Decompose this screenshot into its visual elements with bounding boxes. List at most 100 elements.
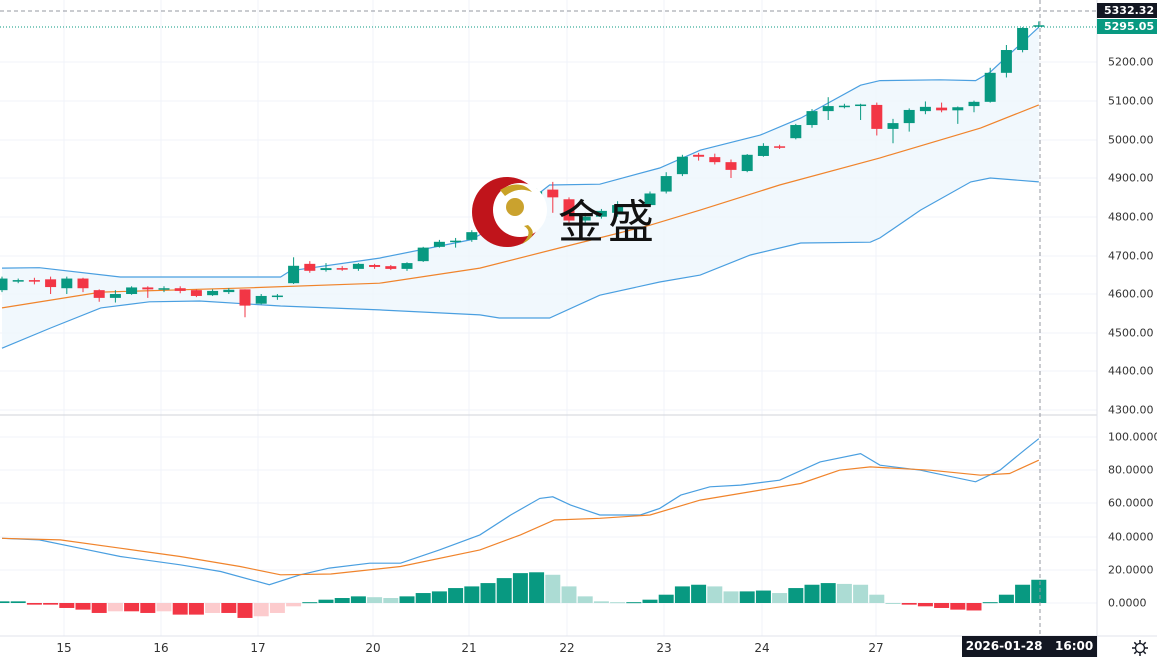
histogram-bar <box>1015 584 1031 603</box>
candle-body <box>984 72 996 102</box>
histogram-bar <box>237 603 253 618</box>
histogram-bar <box>350 596 366 603</box>
candle-body <box>28 280 40 282</box>
candle <box>855 103 867 121</box>
histogram-bar <box>140 603 156 613</box>
histogram-bar <box>836 583 852 603</box>
candle <box>0 276 8 293</box>
histogram-bar <box>739 591 755 603</box>
date-label: 20 <box>365 641 381 655</box>
price-label: 4800.00 <box>1108 210 1154 224</box>
candle <box>77 277 89 293</box>
bollinger-band-fill <box>2 27 1039 349</box>
candle <box>45 276 57 295</box>
date-label: 16 <box>153 641 169 655</box>
candle <box>984 67 996 103</box>
histogram-bar <box>205 603 221 613</box>
candle-body <box>126 287 138 295</box>
candle-body <box>838 105 850 108</box>
histogram-bar <box>658 594 674 603</box>
candle-body <box>806 111 818 126</box>
candle <box>304 261 316 273</box>
candle <box>93 289 105 302</box>
candle-body <box>142 287 154 290</box>
price-label: 4600.00 <box>1108 287 1154 301</box>
crosshair-date: 2026-01-28 <box>965 639 1043 653</box>
candle <box>547 181 559 213</box>
price-label: 4700.00 <box>1108 249 1154 263</box>
candle-body <box>255 295 267 304</box>
histogram-bar <box>917 603 933 607</box>
histogram-bar <box>820 583 836 603</box>
histogram-bar <box>448 588 464 603</box>
candle-body <box>77 278 89 289</box>
candle <box>450 237 462 248</box>
candle-body <box>871 104 883 129</box>
histogram-bar <box>707 586 723 603</box>
histogram-bar <box>593 601 609 603</box>
candle <box>968 100 980 113</box>
grid <box>0 0 1097 636</box>
candle-body <box>158 288 170 290</box>
candle-body <box>12 280 24 282</box>
candle-body <box>417 247 429 262</box>
histogram-bar <box>367 597 383 603</box>
dea-line <box>1 459 1040 576</box>
candle-body <box>822 106 834 112</box>
indicator-label: 60.0000 <box>1108 496 1154 510</box>
candle <box>255 294 267 305</box>
candle-body <box>563 199 575 221</box>
candle <box>952 106 964 124</box>
candle <box>336 266 348 271</box>
candle <box>936 102 948 113</box>
candle-body <box>174 288 186 291</box>
candle <box>417 246 429 262</box>
histogram-bar <box>950 603 966 610</box>
crosshair-time: 16:00 <box>1055 639 1094 653</box>
histogram-bar <box>869 594 885 603</box>
candle <box>741 154 753 173</box>
histogram-bar <box>1031 579 1047 603</box>
candle-body <box>757 145 769 156</box>
candle-body <box>401 263 413 269</box>
gear-icon[interactable] <box>1131 639 1149 657</box>
candle <box>693 152 705 161</box>
candle <box>806 109 818 128</box>
candle-body <box>450 240 462 243</box>
candle <box>207 289 219 296</box>
candle <box>12 278 24 284</box>
candle-body <box>352 263 364 269</box>
candle-body <box>644 193 656 206</box>
crosshair-price-tag: 5332.32 <box>1097 3 1157 18</box>
candle-body <box>693 154 705 157</box>
bollinger-lower-line <box>1 177 1039 349</box>
candle-body <box>93 290 105 298</box>
date-label: 21 <box>461 641 477 655</box>
histogram-bar <box>59 603 75 608</box>
histogram-bar <box>10 601 26 603</box>
histogram-bar <box>415 593 431 603</box>
price-label: 5200.00 <box>1108 55 1154 69</box>
histogram-bar <box>0 601 10 603</box>
indicator-label: 40.0000 <box>1108 530 1154 544</box>
candle <box>579 212 591 225</box>
candle-body <box>45 279 57 288</box>
histogram-bar <box>43 603 59 605</box>
candle <box>433 239 445 248</box>
candle <box>352 263 364 271</box>
candle <box>271 294 283 300</box>
histogram-bar <box>901 603 917 605</box>
candle-body <box>320 268 332 271</box>
current-price-tag: 5295.05 <box>1097 19 1157 34</box>
histogram-bar <box>853 584 869 603</box>
candle-body <box>595 210 607 217</box>
candle <box>320 263 332 272</box>
histogram-bar <box>26 603 42 605</box>
histogram-bar <box>399 596 415 603</box>
candle-body <box>855 104 867 107</box>
histogram-bar <box>642 599 658 603</box>
indicator-label: 20.0000 <box>1108 563 1154 577</box>
date-label: 15 <box>56 641 72 655</box>
candle <box>822 97 834 121</box>
